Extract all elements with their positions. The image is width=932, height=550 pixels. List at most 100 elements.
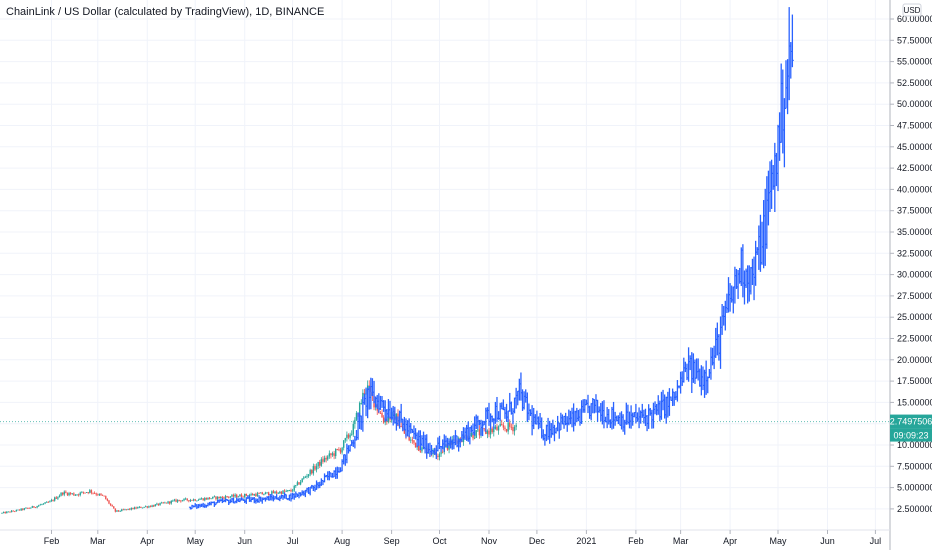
last-price-badge [890, 414, 932, 429]
candle-body [418, 445, 420, 451]
candle-body [20, 508, 22, 511]
currency-button[interactable]: USD [902, 3, 922, 17]
candle-body [505, 429, 508, 432]
candle-body [242, 496, 244, 498]
price-tick-label: 57.50000000 [897, 35, 932, 45]
candle-body [212, 496, 214, 499]
candle-body [119, 511, 121, 512]
candle-body [97, 494, 99, 496]
candle-body [113, 506, 115, 509]
candle-body [315, 466, 318, 470]
candle-body [42, 503, 45, 505]
time-tick-label: Jul [870, 536, 882, 546]
candle-body [154, 504, 156, 507]
candle-body [168, 501, 171, 504]
candle-body [34, 507, 37, 509]
candle-body [382, 417, 385, 423]
candle-body [472, 432, 474, 439]
price-tick-label: 42.50000000 [897, 163, 932, 173]
candle-body [509, 422, 511, 427]
candle-body [358, 403, 361, 417]
candle-body [489, 428, 492, 435]
candle-body [189, 500, 192, 502]
candle-body [129, 508, 131, 510]
candle-body [58, 495, 61, 498]
time-tick-label: Aug [334, 536, 350, 546]
price-tick-label: 10.00000000 [897, 440, 932, 450]
candle-body [280, 491, 283, 494]
candle-body [501, 424, 503, 426]
candle-body [496, 426, 498, 431]
candle-body [125, 509, 128, 511]
candle-body [101, 494, 104, 496]
candle-body [502, 425, 505, 428]
candle-body [116, 510, 118, 512]
candle-body [176, 499, 179, 502]
candle-body [186, 498, 188, 501]
currency-button-frame[interactable] [902, 3, 922, 17]
candle-body [181, 500, 184, 502]
candle-body [81, 491, 83, 493]
candle-body [106, 499, 109, 501]
candle-body [173, 499, 176, 501]
candle-body [133, 507, 136, 510]
candle-body [263, 494, 265, 496]
candle-body [259, 492, 262, 494]
candle-body [199, 499, 201, 500]
candle-body [220, 496, 222, 499]
currency-label[interactable]: USD [904, 6, 921, 15]
price-tick-label: 30.00000000 [897, 270, 932, 280]
candle-body [138, 506, 141, 508]
candle-body [100, 493, 102, 495]
candle-body [413, 440, 415, 443]
candle-body [47, 501, 50, 503]
candle-body [414, 442, 417, 448]
candle-body [192, 499, 195, 501]
candle-body [223, 497, 225, 499]
time-tick-label: Apr [140, 536, 154, 546]
candle-body [197, 499, 200, 501]
candle-body [121, 509, 123, 512]
candle-body [194, 499, 196, 501]
time-axis[interactable]: Feb Mar Apr May Jun Jul Aug Sep Oct Nov Dec 2021 Feb… [44, 530, 881, 546]
candle-body [25, 507, 27, 509]
candle-body [92, 492, 94, 494]
time-tick-label: Jul [287, 536, 299, 546]
candle-body [440, 451, 442, 455]
candle-body [49, 501, 51, 503]
candle-body [221, 496, 224, 498]
candle-body [170, 500, 172, 504]
candle-body [191, 500, 193, 501]
candle-body [483, 428, 485, 430]
price-tick-label: 20.00000000 [897, 355, 932, 365]
candle-body [331, 453, 334, 456]
candle-body [130, 507, 133, 510]
candle-body [178, 499, 180, 501]
price-tick-label: 47.50000000 [897, 121, 932, 131]
candle-body [89, 490, 91, 493]
candle-body [204, 498, 206, 501]
candle-body [44, 502, 46, 504]
candle-body [188, 500, 190, 502]
candle-body [215, 496, 217, 500]
candle-body [360, 403, 362, 404]
candle-body [15, 509, 18, 512]
candle-body [328, 453, 331, 457]
candle-body [172, 500, 174, 502]
candle-body [497, 426, 500, 431]
time-tick-label: Sep [384, 536, 400, 546]
price-bars-layer [1, 7, 794, 514]
candle-body [473, 437, 476, 439]
candle-body [57, 497, 59, 499]
candle-body [28, 508, 30, 509]
candle-body [499, 424, 501, 427]
candle-body [477, 429, 479, 431]
candle-body [152, 505, 155, 507]
candle-body [148, 506, 150, 508]
candle-body [327, 456, 329, 460]
candle-body [491, 428, 493, 433]
candle-body [339, 449, 342, 453]
candle-body [285, 491, 287, 492]
candle-body [512, 427, 514, 432]
